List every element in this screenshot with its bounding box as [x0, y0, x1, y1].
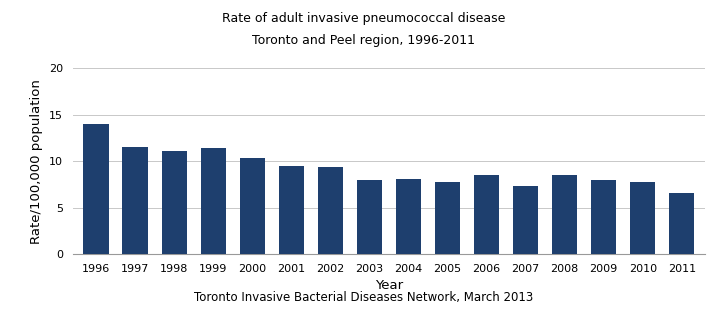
- Bar: [630, 182, 656, 254]
- Bar: [161, 151, 187, 254]
- X-axis label: Year: Year: [375, 280, 403, 292]
- Bar: [84, 124, 109, 254]
- Bar: [591, 180, 616, 254]
- Bar: [278, 166, 304, 254]
- Text: Toronto Invasive Bacterial Diseases Network, March 2013: Toronto Invasive Bacterial Diseases Netw…: [194, 291, 533, 304]
- Bar: [474, 175, 499, 254]
- Bar: [669, 193, 694, 254]
- Bar: [122, 147, 148, 254]
- Text: Toronto and Peel region, 1996-2011: Toronto and Peel region, 1996-2011: [252, 34, 475, 47]
- Bar: [318, 167, 343, 254]
- Bar: [395, 179, 421, 254]
- Bar: [201, 148, 226, 254]
- Bar: [240, 158, 265, 254]
- Y-axis label: Rate/100,000 population: Rate/100,000 population: [31, 79, 44, 244]
- Bar: [357, 180, 382, 254]
- Bar: [435, 182, 460, 254]
- Text: Rate of adult invasive pneumococcal disease: Rate of adult invasive pneumococcal dise…: [222, 12, 505, 25]
- Bar: [552, 175, 577, 254]
- Bar: [513, 186, 538, 254]
